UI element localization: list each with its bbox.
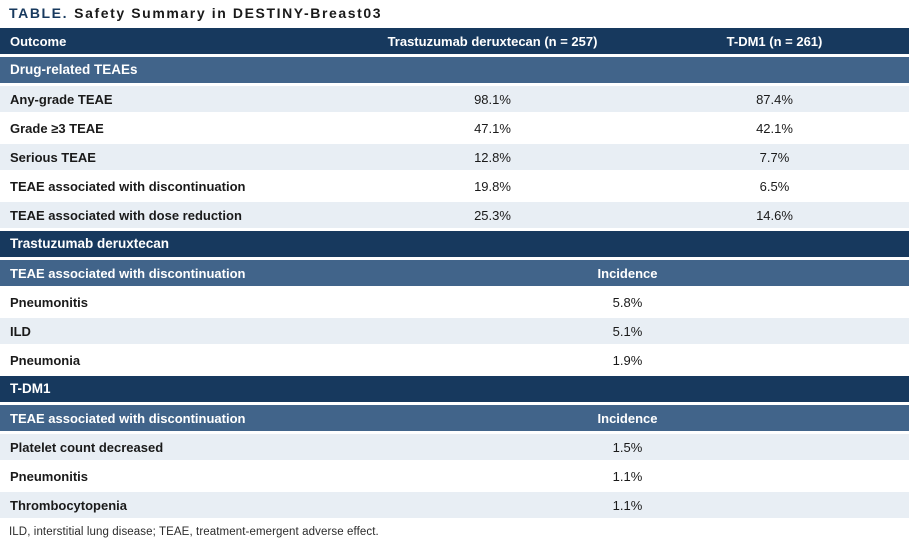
table-row-teae-discontinuation: TEAE associated with discontinuation 19.…	[0, 173, 909, 199]
table-row-any-grade-teae: Any-grade TEAE 98.1% 87.4%	[0, 86, 909, 112]
subtable-header-label: TEAE associated with discontinuation	[10, 410, 246, 426]
safety-summary-table: Outcome Trastuzumab deruxtecan (n = 257)…	[0, 28, 909, 518]
incidence-value: 1.5%	[612, 439, 643, 455]
table-row-serious-teae: Serious TEAE 12.8% 7.7%	[0, 144, 909, 170]
main-header-row: Outcome Trastuzumab deruxtecan (n = 257)…	[0, 28, 909, 54]
row-label: Platelet count decreased	[10, 439, 164, 455]
table-row-pneumonitis-td: Pneumonitis 5.8%	[0, 289, 909, 315]
subtable-header-label: TEAE associated with discontinuation	[10, 265, 246, 281]
row-label: Serious TEAE	[10, 149, 96, 165]
table-title-label: TABLE.	[9, 5, 69, 21]
section-header-trastuzumab-deruxtecan: Trastuzumab deruxtecan	[0, 231, 909, 257]
subtable-header-tdm1-discontinuation: TEAE associated with discontinuation Inc…	[0, 405, 909, 431]
table-row-ild: ILD 5.1%	[0, 318, 909, 344]
td-value: 19.8%	[474, 178, 511, 194]
td-value: 98.1%	[474, 91, 511, 107]
row-label: Pneumonitis	[10, 294, 89, 310]
table-row-pneumonitis-tdm1: Pneumonitis 1.1%	[0, 463, 909, 489]
table-row-pneumonia: Pneumonia 1.9%	[0, 347, 909, 373]
subtable-header-incidence: Incidence	[597, 265, 658, 281]
td-value: 12.8%	[474, 149, 511, 165]
table-row-platelet-count-decreased: Platelet count decreased 1.5%	[0, 434, 909, 460]
table-row-teae-dose-reduction: TEAE associated with dose reduction 25.3…	[0, 202, 909, 228]
column-header-outcome: Outcome	[10, 33, 67, 49]
table-title: TABLE. Safety Summary in DESTINY-Breast03	[0, 0, 909, 28]
incidence-value: 1.9%	[612, 352, 643, 368]
td-value: 25.3%	[474, 207, 511, 223]
table-row-thrombocytopenia: Thrombocytopenia 1.1%	[0, 492, 909, 518]
row-label: TEAE associated with discontinuation	[10, 178, 246, 194]
subtable-header-td-discontinuation: TEAE associated with discontinuation Inc…	[0, 260, 909, 286]
subtable-header-incidence: Incidence	[597, 410, 658, 426]
row-label: Grade ≥3 TEAE	[10, 120, 104, 136]
row-label: TEAE associated with dose reduction	[10, 207, 242, 223]
incidence-value: 5.1%	[612, 323, 643, 339]
tdm1-value: 42.1%	[756, 120, 793, 136]
table-title-text: Safety Summary in DESTINY-Breast03	[74, 5, 383, 21]
section-header-tdm1: T-DM1	[0, 376, 909, 402]
incidence-value: 1.1%	[612, 468, 643, 484]
incidence-value: 5.8%	[612, 294, 643, 310]
incidence-value: 1.1%	[612, 497, 643, 513]
tdm1-value: 7.7%	[759, 149, 790, 165]
tdm1-value: 14.6%	[756, 207, 793, 223]
tdm1-value: 87.4%	[756, 91, 793, 107]
section-header-drug-related-teaes: Drug-related TEAEs	[0, 57, 909, 83]
column-header-tdm1: T-DM1 (n = 261)	[726, 33, 823, 49]
row-label: Pneumonitis	[10, 468, 89, 484]
row-label: Any-grade TEAE	[10, 91, 113, 107]
table-row-grade-3-teae: Grade ≥3 TEAE 47.1% 42.1%	[0, 115, 909, 141]
row-label: Pneumonia	[10, 352, 81, 368]
table-footnote: ILD, interstitial lung disease; TEAE, tr…	[9, 526, 379, 538]
row-label: Thrombocytopenia	[10, 497, 128, 513]
row-label: ILD	[10, 323, 31, 339]
tdm1-value: 6.5%	[759, 178, 790, 194]
column-header-trastuzumab-deruxtecan: Trastuzumab deruxtecan (n = 257)	[387, 33, 598, 49]
td-value: 47.1%	[474, 120, 511, 136]
